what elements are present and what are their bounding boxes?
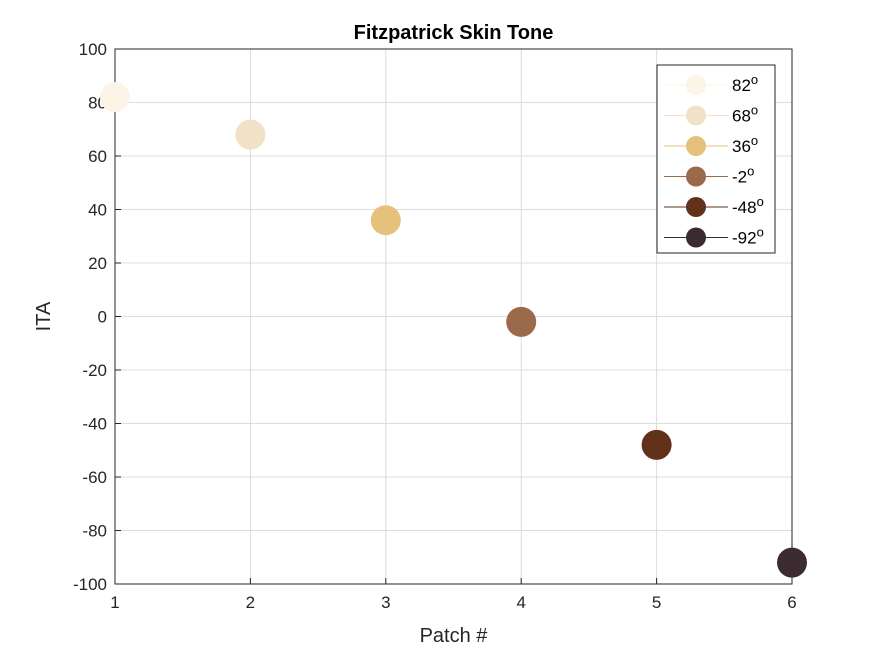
x-tick-label: 5: [652, 593, 661, 612]
data-point-5: [641, 429, 672, 460]
x-tick-label: 4: [516, 593, 525, 612]
x-tick-label: 6: [787, 593, 796, 612]
legend-item-4: -2o: [664, 164, 754, 187]
legend-label: 68o: [732, 103, 758, 126]
data-points: [100, 82, 807, 578]
legend-item-1: 82o: [664, 72, 758, 95]
y-tick-label: 20: [88, 254, 107, 273]
legend-label: -92o: [732, 225, 764, 248]
legend-marker: [686, 136, 706, 156]
y-tick-label: 40: [88, 201, 107, 220]
legend-marker: [686, 75, 706, 95]
legend-item-5: -48o: [664, 194, 764, 217]
legend-item-6: -92o: [664, 225, 764, 248]
y-tick-label: -60: [82, 468, 107, 487]
data-point-2: [235, 119, 266, 150]
y-tick-label: -40: [82, 415, 107, 434]
y-tick-label: -100: [73, 575, 107, 594]
y-tick-label: -20: [82, 361, 107, 380]
data-point-1: [100, 82, 130, 113]
legend-item-2: 68o: [664, 103, 758, 126]
y-tick-label: 0: [98, 308, 107, 327]
chart-title: Fitzpatrick Skin Tone: [354, 22, 554, 44]
y-tick-label: 60: [88, 147, 107, 166]
legend-marker: [686, 105, 706, 126]
legend-label: -2o: [732, 164, 754, 187]
legend-item-3: 36o: [664, 133, 758, 156]
legend-marker: [686, 227, 706, 248]
y-axis-label: ITA: [33, 301, 55, 331]
x-axis-label: Patch #: [420, 625, 489, 647]
x-tick-label: 1: [110, 593, 119, 612]
x-tick-label: 3: [381, 593, 390, 612]
x-tick-label: 2: [246, 593, 255, 612]
legend-marker: [686, 166, 706, 187]
legend-label: 82o: [732, 72, 758, 95]
legend-items: 82o 68o 36o -2o -48o -92o: [664, 72, 764, 248]
legend-box: [656, 64, 776, 254]
x-axis: 1 2 3 4 5 6: [110, 578, 797, 612]
data-point-4: [506, 306, 537, 337]
legend-label: -48o: [732, 194, 764, 217]
legend: 82o 68o 36o -2o -48o -92o: [656, 64, 776, 254]
data-point-6: [777, 547, 807, 578]
data-point-3: [370, 205, 401, 236]
y-tick-label: 100: [79, 40, 107, 59]
y-tick-label: -80: [82, 522, 107, 541]
legend-marker: [686, 197, 706, 217]
legend-label: 36o: [732, 133, 758, 156]
